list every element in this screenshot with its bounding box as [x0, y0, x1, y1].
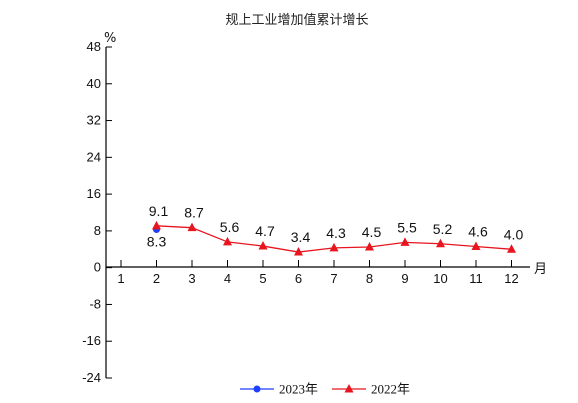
data-label: 4.6 [468, 224, 488, 240]
x-tick-label: 5 [259, 271, 266, 286]
x-tick-label: 6 [295, 271, 302, 286]
data-point-marker [365, 241, 374, 251]
x-tick-label: 1 [117, 271, 124, 286]
legend-marker [344, 384, 354, 393]
data-point-marker [507, 244, 516, 253]
y-axis-unit-label: % [104, 31, 116, 46]
data-label: 4.3 [326, 225, 346, 241]
y-tick-label: 48 [87, 39, 101, 54]
y-tick-label: -24 [82, 370, 101, 385]
data-point-marker [294, 247, 303, 256]
chart-title: 规上工业增加值累计增长 [225, 12, 368, 28]
data-label: 4.7 [255, 223, 275, 239]
x-axis-ticks: 1 2 3 4 5 6 7 8 9 10 11 12 [117, 260, 519, 286]
y-tick-label: 0 [94, 260, 101, 275]
x-tick-label: 7 [330, 271, 337, 286]
data-label: 4.0 [504, 226, 524, 242]
data-point-marker [329, 242, 339, 252]
data-point-marker [436, 238, 445, 248]
data-point-marker [471, 241, 481, 251]
data-label: 8.3 [147, 234, 167, 250]
data-label: 8.7 [184, 205, 204, 221]
data-point-marker [187, 222, 197, 232]
y-tick-label: 40 [87, 76, 101, 91]
data-label: 9.1 [149, 203, 169, 219]
x-tick-label: 8 [366, 271, 373, 286]
data-point-marker [223, 236, 232, 246]
data-label: 5.2 [433, 221, 453, 237]
x-tick-label: 10 [433, 271, 447, 286]
x-tick-label: 9 [401, 271, 408, 286]
y-tick-label: 16 [87, 186, 101, 201]
x-tick-label: 4 [224, 271, 231, 286]
data-label: 5.6 [220, 219, 240, 235]
x-tick-label: 12 [504, 271, 518, 286]
x-tick-label: 3 [188, 271, 195, 286]
y-tick-label: -8 [89, 296, 101, 311]
y-tick-label: 8 [94, 223, 101, 238]
legend-label: 2023年 [279, 382, 318, 397]
series-layer: 8.3 9.1 8.7 5.6 4.7 3.4 4.3 4.5 5.5 5.2 4.6 4.0 [147, 203, 524, 256]
data-point-marker [152, 220, 161, 230]
y-axis-ticks: -24 -16 -8 0 8 16 24 32 40 48 [82, 39, 112, 385]
y-tick-label: -16 [82, 333, 101, 348]
data-label: 3.4 [291, 229, 311, 245]
data-label: 5.5 [397, 219, 417, 235]
data-label: 4.5 [362, 224, 382, 240]
legend: 2023年 2022年 [240, 382, 410, 397]
legend-label: 2022年 [371, 382, 410, 397]
x-tick-label: 11 [469, 271, 483, 286]
y-tick-label: 32 [87, 113, 101, 128]
data-point-marker [258, 241, 268, 250]
data-point-marker [400, 237, 410, 246]
legend-marker [253, 385, 261, 393]
x-axis-unit-label: 月 [534, 262, 547, 277]
y-tick-label: 24 [87, 149, 101, 164]
x-tick-label: 2 [153, 271, 160, 286]
